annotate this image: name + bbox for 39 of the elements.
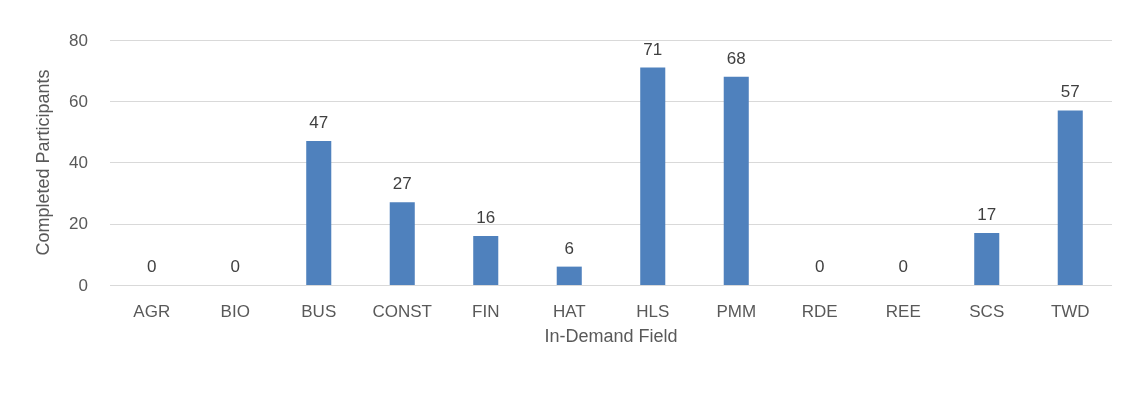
data-label: 6 <box>564 238 574 258</box>
bar <box>640 67 666 285</box>
y-tick-label: 20 <box>69 214 88 234</box>
bar <box>556 266 582 285</box>
x-tick-label: PMM <box>716 302 757 321</box>
bar <box>974 232 1000 285</box>
bar <box>389 202 415 285</box>
bar <box>1057 110 1083 285</box>
y-tick-label: 40 <box>69 153 88 172</box>
y-tick-label: 0 <box>78 275 88 295</box>
x-tick-label: RDE <box>801 302 838 321</box>
x-tick-label: BUS <box>301 302 337 321</box>
x-tick-label: HAT <box>552 302 586 321</box>
data-label: 0 <box>230 257 240 276</box>
x-tick-label: TWD <box>1050 302 1090 321</box>
y-tick-label: 60 <box>69 91 88 111</box>
data-label: 47 <box>309 113 329 133</box>
x-tick-label: REE <box>885 302 921 321</box>
data-label: 16 <box>476 208 496 227</box>
data-label: 0 <box>147 257 157 276</box>
data-label: 0 <box>898 257 908 276</box>
data-label: 57 <box>1060 82 1080 102</box>
y-axis-title: Completed Participants <box>33 69 53 256</box>
x-tick-label: FIN <box>472 302 500 321</box>
bar <box>723 76 749 285</box>
data-label: 27 <box>392 174 412 194</box>
data-label: 68 <box>726 48 746 68</box>
bar <box>473 236 499 285</box>
x-tick-label: AGR <box>133 302 171 321</box>
data-label: 0 <box>815 257 825 276</box>
x-tick-label: HLS <box>636 302 670 321</box>
data-label: 71 <box>643 39 663 59</box>
x-tick-label: SCS <box>969 302 1005 321</box>
x-tick-label: BIO <box>220 302 250 321</box>
bar <box>306 141 332 285</box>
data-label: 17 <box>977 204 997 224</box>
x-tick-label: CONST <box>372 302 432 321</box>
x-axis-title: In-Demand Field <box>544 326 678 346</box>
y-tick-label: 80 <box>69 30 88 50</box>
